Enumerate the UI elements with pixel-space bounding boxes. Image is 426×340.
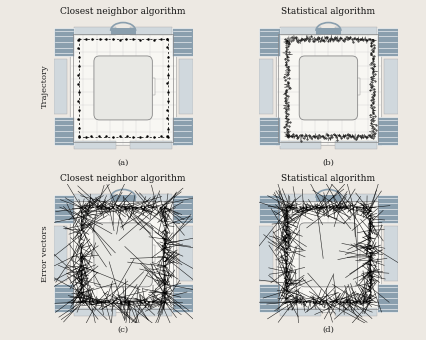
Bar	[75, 194, 116, 202]
Text: (b): (b)	[322, 159, 334, 167]
Bar	[73, 201, 173, 309]
Title: Closest neighbor algorithm: Closest neighbor algorithm	[60, 174, 186, 183]
Bar	[316, 28, 341, 35]
Bar	[54, 284, 75, 312]
Bar	[141, 78, 155, 95]
Bar	[54, 117, 75, 145]
Bar	[259, 59, 273, 114]
Text: (d): (d)	[322, 326, 334, 334]
FancyBboxPatch shape	[299, 56, 358, 120]
Bar	[179, 226, 193, 281]
Text: Trajectory: Trajectory	[41, 65, 49, 108]
Bar	[75, 27, 116, 35]
Bar	[346, 78, 360, 95]
Bar	[259, 28, 280, 56]
Bar	[384, 226, 398, 281]
Bar	[280, 141, 322, 149]
Bar	[259, 117, 280, 145]
Bar	[130, 27, 172, 35]
Bar	[111, 28, 135, 35]
Bar	[172, 195, 193, 223]
Title: Statistical algorithm: Statistical algorithm	[281, 7, 375, 16]
Bar	[335, 194, 377, 202]
Bar	[377, 117, 398, 145]
Bar	[335, 141, 377, 149]
Bar	[259, 226, 273, 281]
Bar	[70, 198, 176, 312]
Title: Closest neighbor algorithm: Closest neighbor algorithm	[60, 7, 186, 16]
Bar	[172, 28, 193, 56]
Text: (a): (a)	[118, 159, 129, 167]
Title: Statistical algorithm: Statistical algorithm	[281, 174, 375, 183]
Bar	[316, 195, 341, 202]
Bar	[73, 34, 173, 142]
Bar	[335, 308, 377, 316]
Bar	[70, 31, 176, 145]
Bar	[111, 195, 135, 202]
Bar	[54, 195, 75, 223]
Bar	[346, 245, 360, 262]
Bar	[377, 195, 398, 223]
FancyBboxPatch shape	[94, 56, 153, 120]
Bar	[259, 195, 280, 223]
Text: Error vectors: Error vectors	[41, 225, 49, 282]
Bar	[335, 27, 377, 35]
Bar	[377, 28, 398, 56]
Bar	[54, 28, 75, 56]
Bar	[54, 59, 67, 114]
Bar	[259, 284, 280, 312]
Bar	[75, 308, 116, 316]
Bar	[130, 308, 172, 316]
Bar	[377, 284, 398, 312]
Bar	[54, 226, 67, 281]
Bar	[384, 59, 398, 114]
Bar	[278, 34, 378, 142]
Text: (c): (c)	[118, 326, 129, 334]
Bar	[280, 27, 322, 35]
Bar	[141, 245, 155, 262]
Bar	[130, 141, 172, 149]
Bar	[179, 59, 193, 114]
Bar	[130, 194, 172, 202]
Bar	[276, 31, 381, 145]
Bar	[75, 141, 116, 149]
FancyBboxPatch shape	[299, 223, 358, 287]
FancyBboxPatch shape	[94, 223, 153, 287]
Bar	[280, 308, 322, 316]
Bar	[276, 198, 381, 312]
Bar	[278, 201, 378, 309]
Bar	[172, 284, 193, 312]
Bar	[280, 194, 322, 202]
Bar	[172, 117, 193, 145]
